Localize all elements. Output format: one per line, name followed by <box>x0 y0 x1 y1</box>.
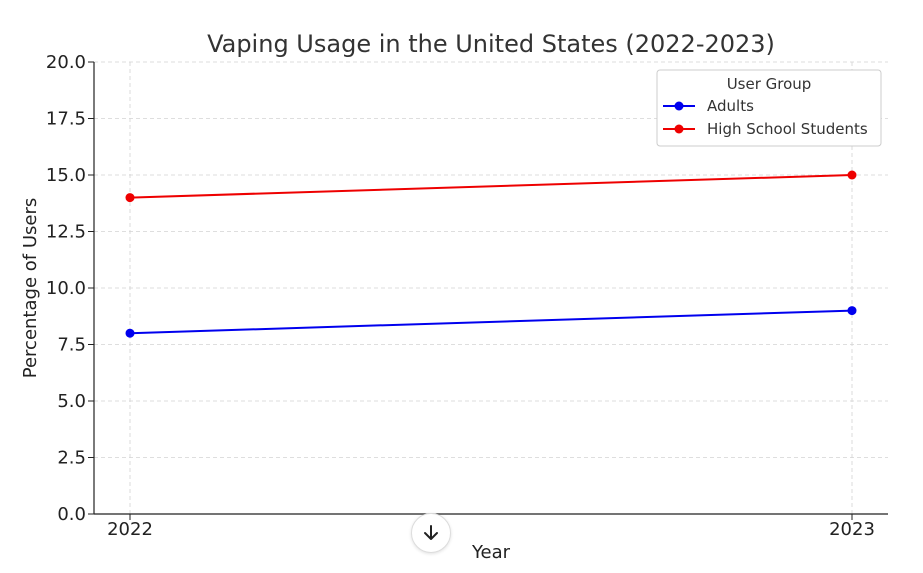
y-tick-label: 10.0 <box>46 278 86 299</box>
y-tick-label: 5.0 <box>57 391 86 412</box>
y-tick-label: 17.5 <box>46 109 86 130</box>
y-tick-label: 20.0 <box>46 52 86 73</box>
y-tick-label: 2.5 <box>57 448 86 469</box>
data-point-adults <box>847 306 857 316</box>
series-line-adults <box>129 309 853 335</box>
y-tick-label: 0.0 <box>57 504 86 525</box>
data-point-adults <box>125 328 135 338</box>
series-group <box>125 170 857 338</box>
scroll-down-button[interactable] <box>411 513 451 553</box>
y-axis-label: Percentage of Users <box>20 198 41 378</box>
data-point-high-school-students <box>125 193 135 203</box>
legend-box <box>656 69 882 147</box>
data-point-high-school-students <box>847 170 857 180</box>
x-tick-label: 2022 <box>107 519 153 540</box>
legend-label-adults: Adults <box>707 97 754 115</box>
x-axis-label: Year <box>471 542 511 563</box>
y-tick-label: 12.5 <box>46 222 86 243</box>
series-line-high-school-students <box>129 174 853 199</box>
legend-marker-high-school-students <box>674 124 684 134</box>
legend-marker-adults <box>674 101 684 111</box>
legend-title: User Group <box>727 75 812 93</box>
x-tick-label: 2023 <box>829 519 875 540</box>
y-tick-label: 7.5 <box>57 335 86 356</box>
legend-items: Adults High School Students <box>663 97 868 138</box>
chart-title: Vaping Usage in the United States (2022-… <box>207 30 775 58</box>
legend: User Group Adults High School Students <box>656 69 882 147</box>
arrow-down-icon <box>424 525 438 540</box>
legend-label-high-school-students: High School Students <box>707 120 868 138</box>
y-tick-label: 15.0 <box>46 165 86 186</box>
ticks: 0.0 2.5 5.0 7.5 10.0 12.5 15.0 17.5 20.0 2022 2023 <box>46 52 875 540</box>
